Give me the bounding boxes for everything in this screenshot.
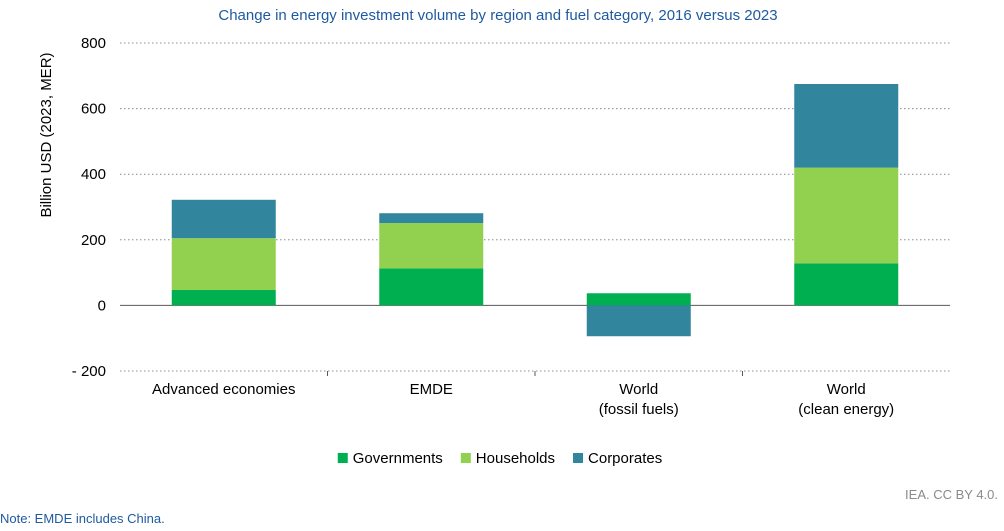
y-tick-label: 800	[81, 35, 106, 52]
bar-households	[379, 223, 484, 269]
x-category-label: (clean energy)	[798, 401, 894, 418]
bar-households	[171, 238, 276, 290]
legend-swatch	[573, 453, 584, 463]
bar-corporates	[171, 199, 276, 239]
y-tick-label: 600	[81, 101, 106, 118]
y-tick-label: - 200	[72, 363, 106, 380]
x-category-label: World	[619, 381, 658, 398]
y-tick-label: 200	[81, 232, 106, 249]
y-axis-label: Billion USD (2023, MER)	[38, 52, 55, 217]
bar-governments	[171, 289, 276, 306]
source-credit: IEA. CC BY 4.0.	[905, 487, 998, 502]
bar-households	[794, 167, 899, 264]
legend-label: Corporates	[588, 450, 662, 467]
legend-label: Governments	[353, 450, 443, 467]
bars	[171, 84, 899, 337]
bar-governments	[586, 293, 691, 306]
bar-corporates	[379, 213, 484, 224]
x-category-label: (fossil fuels)	[599, 401, 679, 418]
legend-label: Households	[476, 450, 555, 467]
bar-corporates	[586, 305, 691, 337]
x-axis-categories: Advanced economies EMDE World (fossil fuels…	[152, 371, 894, 418]
y-tick-label: 0	[98, 297, 106, 314]
x-category-label: Advanced economies	[152, 381, 295, 398]
bar-corporates	[794, 84, 899, 168]
chart-title: Change in energy investment volume by re…	[218, 7, 777, 24]
x-category-label: EMDE	[410, 381, 453, 398]
bar-governments	[794, 263, 899, 306]
y-tick-label: 400	[81, 166, 106, 183]
bar-governments	[379, 268, 484, 306]
footnote: Note: EMDE includes China.	[0, 511, 165, 526]
y-axis-ticks: - 200 0 200 400 600 800	[72, 35, 106, 380]
x-category-label: World	[827, 381, 866, 398]
legend-swatch	[460, 453, 471, 463]
legend-item-governments: Governments	[337, 450, 443, 467]
legend-swatch	[337, 453, 348, 463]
legend-item-households: Households	[460, 450, 555, 467]
legend: Governments Households Corporates	[337, 450, 662, 467]
legend-item-corporates: Corporates	[573, 450, 662, 467]
